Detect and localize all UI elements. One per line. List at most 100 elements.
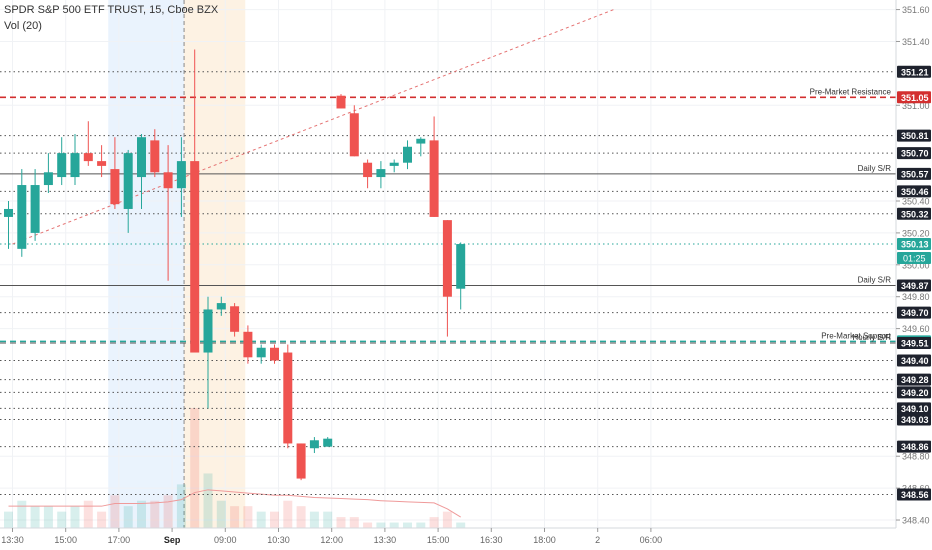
level-price-tag	[897, 413, 931, 426]
candle-body[interactable]	[403, 146, 412, 163]
level-price-label: 351.05	[901, 93, 929, 103]
time-tick-label: 12:00	[320, 535, 343, 545]
candle-body[interactable]	[137, 137, 146, 178]
volume-bar	[363, 522, 373, 528]
volume-bar	[17, 500, 27, 528]
candle-body[interactable]	[123, 153, 133, 209]
price-tick-label: 349.80	[902, 292, 930, 302]
level-price-tag	[897, 65, 931, 78]
candle-body[interactable]	[429, 140, 439, 217]
session-background	[108, 0, 185, 528]
level-price-label: 349.87	[901, 281, 929, 291]
candle-body[interactable]	[43, 172, 53, 186]
volume-bar	[4, 511, 13, 528]
volume-bar	[43, 506, 53, 528]
candle-body[interactable]	[150, 140, 160, 173]
candle-body[interactable]	[389, 162, 399, 166]
candle-body[interactable]	[163, 172, 173, 189]
candle-body[interactable]	[309, 440, 319, 449]
trendline	[12, 9, 614, 245]
candle-body[interactable]	[283, 352, 293, 444]
symbol-title: SPDR S&P 500 ETF TRUST, 15, Cboe BZX	[4, 4, 219, 16]
candle-body[interactable]	[243, 331, 253, 358]
volume-bar	[309, 511, 319, 528]
candle-body[interactable]	[110, 169, 120, 205]
volume-bar	[429, 517, 439, 528]
level-price-tag	[897, 91, 931, 104]
candle-body[interactable]	[323, 438, 333, 447]
level-price-tag	[897, 402, 931, 415]
price-tick-label: 351.60	[902, 5, 930, 15]
time-tick-label: 13:30	[1, 535, 24, 545]
time-tick-label: 15:00	[54, 535, 77, 545]
level-price-label: 349.28	[901, 375, 929, 385]
candle-body[interactable]	[442, 220, 452, 297]
level-price-tag	[897, 306, 931, 319]
candle-body[interactable]	[270, 347, 279, 361]
candle-body[interactable]	[17, 185, 27, 249]
volume-bar	[283, 500, 293, 528]
candle-body[interactable]	[456, 244, 466, 289]
time-tick-label: 15:00	[427, 535, 450, 545]
level-price-tag	[897, 147, 931, 160]
level-price-label: 349.10	[901, 404, 929, 414]
price-tick-label: 351.00	[902, 101, 930, 111]
level-price-tag	[897, 373, 931, 386]
candle-body[interactable]	[376, 169, 386, 178]
level-price-label: 350.13	[901, 240, 929, 250]
candle-body[interactable]	[203, 309, 213, 353]
volume-bar	[403, 522, 412, 528]
level-price-label: 350.32	[901, 209, 929, 219]
level-price-label: 351.21	[901, 67, 929, 77]
volume-indicator-label: Vol (20)	[4, 20, 42, 32]
volume-bar	[83, 500, 93, 528]
level-name: Daily S/R	[858, 276, 892, 285]
time-tick-label: 2	[595, 535, 600, 545]
level-price-label: 349.70	[901, 308, 929, 318]
candle-body[interactable]	[70, 153, 80, 178]
candle-body[interactable]	[83, 153, 93, 162]
candle-body[interactable]	[176, 161, 186, 189]
candle-body[interactable]	[296, 443, 306, 479]
volume-bar	[376, 522, 386, 528]
candle-body[interactable]	[336, 95, 346, 109]
candle-body[interactable]	[57, 153, 67, 178]
candle-body[interactable]	[30, 185, 40, 233]
candle-body[interactable]	[416, 138, 426, 144]
volume-bar	[70, 506, 80, 528]
level-price-tag	[897, 336, 931, 349]
volume-bar	[256, 511, 266, 528]
volume-bar	[389, 522, 399, 528]
level-price-tag	[897, 354, 931, 367]
candle-body[interactable]	[349, 113, 359, 157]
volume-bar	[349, 517, 359, 528]
price-axis	[896, 0, 932, 550]
candle-body[interactable]	[216, 303, 226, 310]
candle-body[interactable]	[97, 161, 107, 166]
level-price-label: 349.03	[901, 415, 929, 425]
time-tick-label: 18:00	[533, 535, 556, 545]
level-price-tag	[897, 386, 931, 399]
volume-bar	[163, 495, 173, 528]
volume-bar	[296, 506, 306, 528]
time-tick-label: Sep	[164, 535, 181, 545]
candle-body[interactable]	[190, 161, 200, 353]
level-price-tag	[897, 167, 931, 180]
volume-bar	[442, 511, 452, 528]
time-tick-label: 10:30	[267, 535, 290, 545]
price-tick-label: 349.60	[902, 324, 930, 334]
volume-bar	[203, 473, 213, 528]
volume-bar	[150, 500, 160, 528]
candle-body[interactable]	[4, 208, 13, 217]
level-price-label: 348.86	[901, 442, 929, 452]
candle-body[interactable]	[230, 306, 240, 332]
price-tick-label: 351.40	[902, 37, 930, 47]
candle-body[interactable]	[256, 347, 266, 358]
volume-bar	[137, 500, 146, 528]
price-tick-label: 350.00	[902, 260, 930, 270]
volume-bar	[456, 522, 466, 528]
candle-body[interactable]	[363, 162, 373, 178]
level-name: Daily S/R	[858, 164, 892, 173]
level-name: Pre-Market Resistance	[810, 87, 892, 96]
